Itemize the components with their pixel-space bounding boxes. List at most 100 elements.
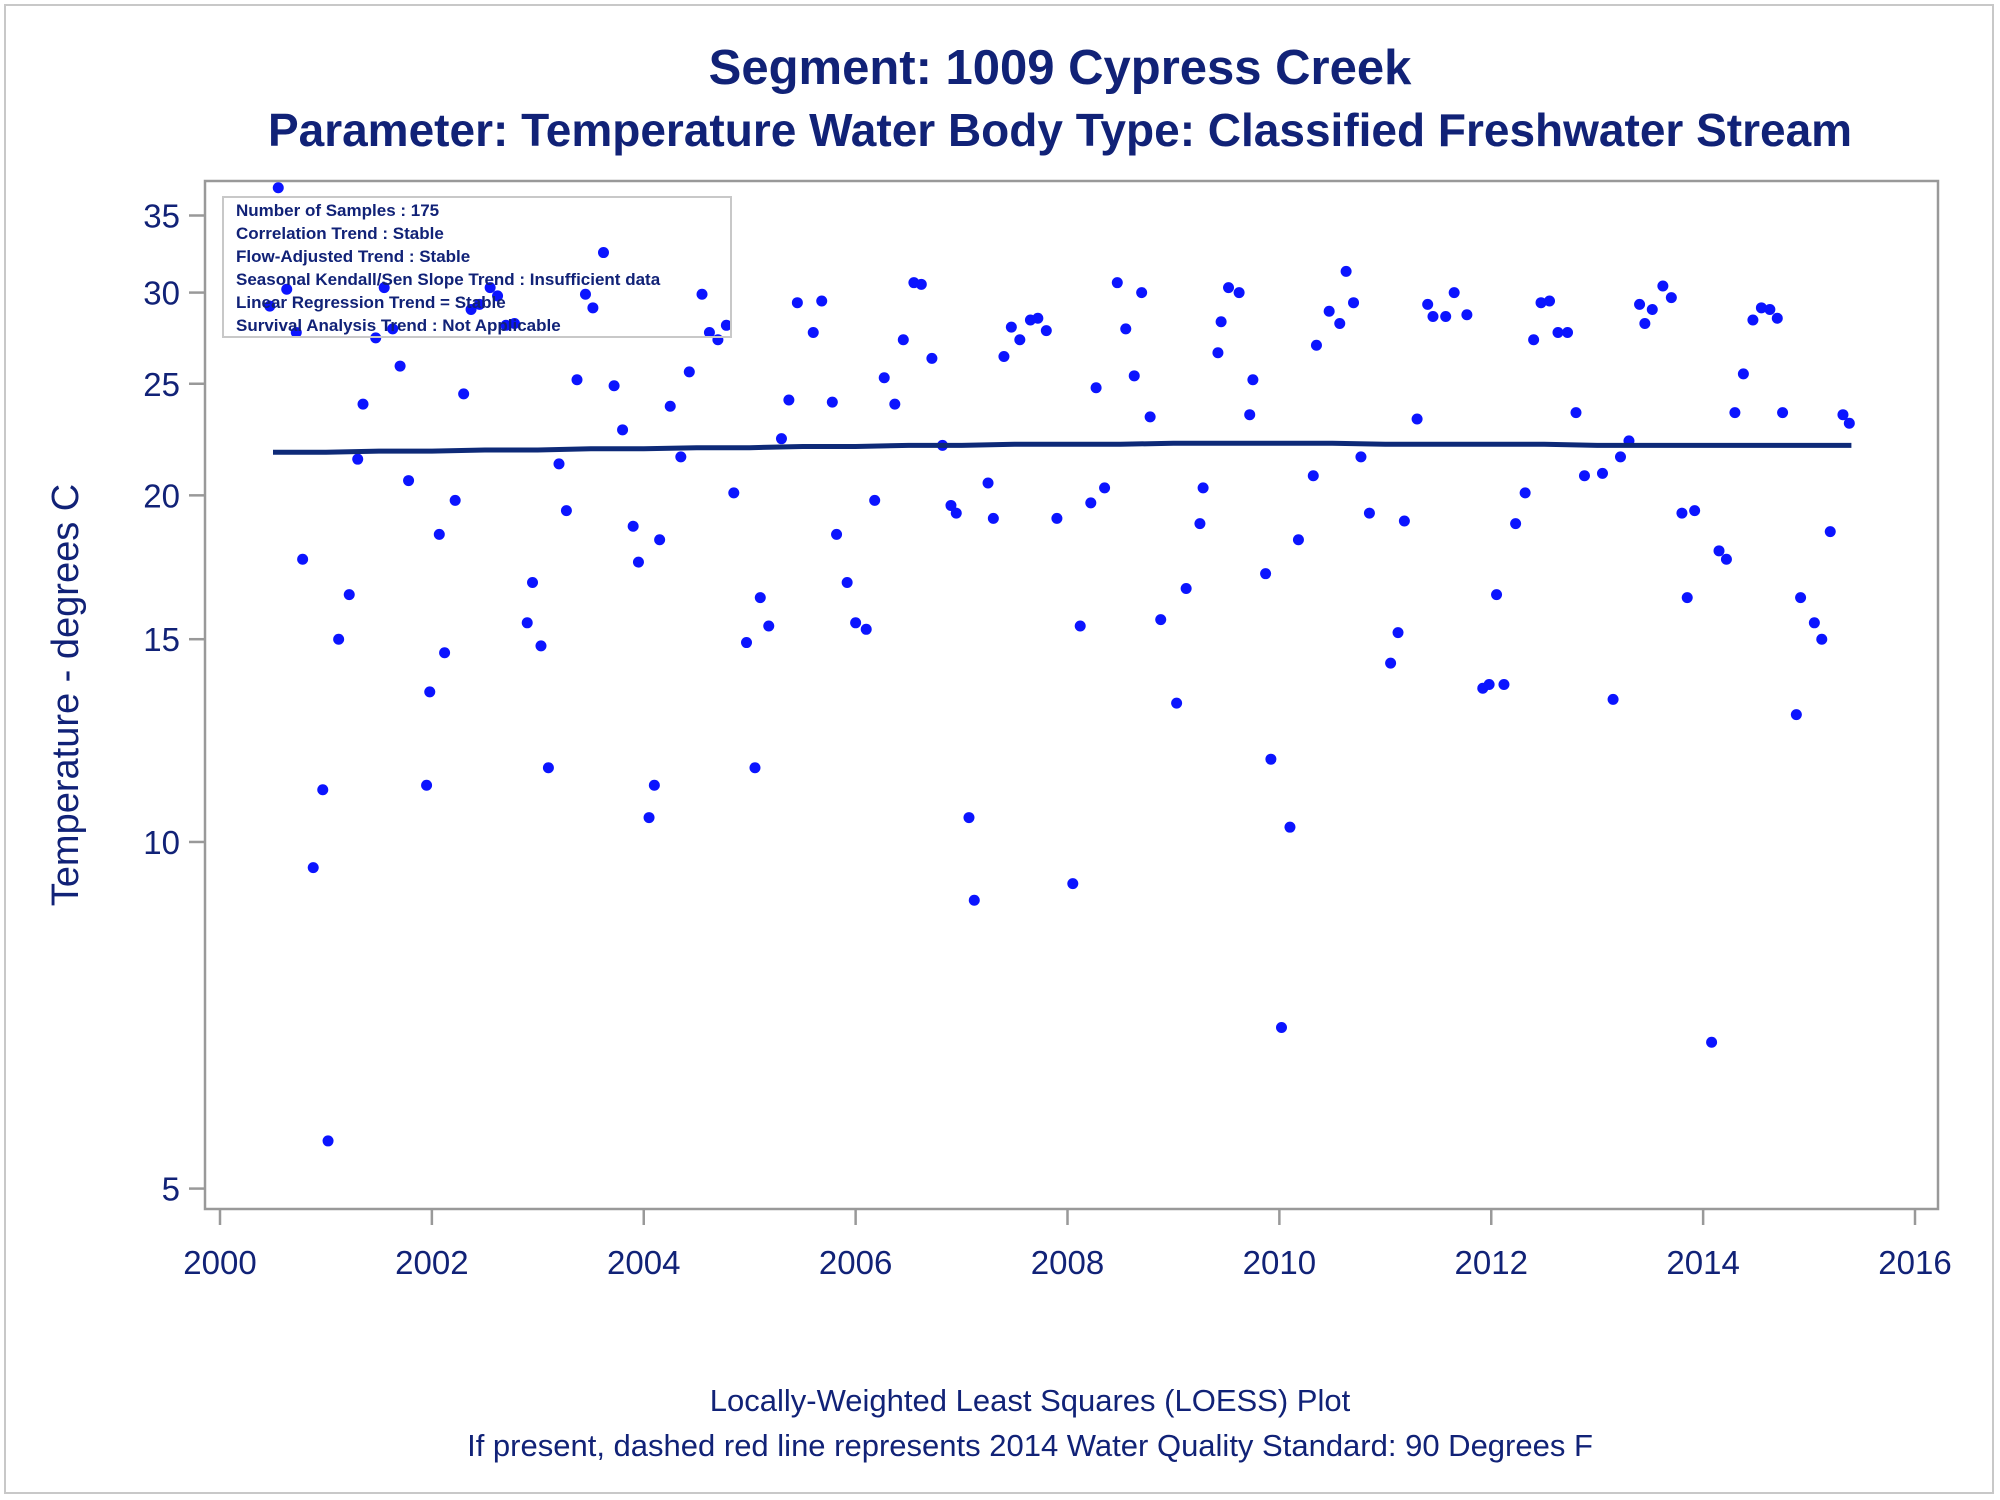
data-point <box>608 380 620 392</box>
data-point <box>484 282 496 294</box>
data-point <box>290 326 302 338</box>
x-tick-label: 2000 <box>183 1244 256 1281</box>
data-point <box>1729 407 1741 419</box>
data-point <box>869 494 881 506</box>
data-point <box>675 451 687 463</box>
data-point <box>1665 292 1677 304</box>
inset-border <box>222 196 732 338</box>
data-point <box>1491 589 1503 601</box>
data-point <box>297 553 309 565</box>
data-point <box>1614 451 1626 463</box>
data-point <box>317 784 329 796</box>
data-point <box>897 334 909 346</box>
data-point <box>500 319 512 331</box>
x-tick-label: 2014 <box>1666 1244 1739 1281</box>
data-point <box>654 534 666 546</box>
data-point <box>1824 526 1836 538</box>
data-point <box>878 372 890 384</box>
data-point <box>968 894 980 906</box>
data-point <box>627 520 639 532</box>
footnote-standard: If present, dashed red line represents 2… <box>467 1428 1593 1463</box>
footnote-loess: Locally-Weighted Least Squares (LOESS) P… <box>709 1383 1351 1418</box>
data-point <box>783 394 795 406</box>
data-point <box>387 323 399 335</box>
y-tick-label: 15 <box>143 621 180 658</box>
y-tick-label: 10 <box>143 824 180 861</box>
data-point <box>617 424 629 436</box>
data-point <box>632 556 644 568</box>
data-point <box>860 623 872 635</box>
data-point <box>950 507 962 519</box>
data-point <box>1260 568 1272 580</box>
data-point <box>1275 1022 1287 1034</box>
data-point <box>1510 518 1522 530</box>
data-point <box>1180 583 1192 595</box>
data-point <box>712 334 724 346</box>
data-point <box>352 453 364 465</box>
inset-line-flow-adjusted: Flow-Adjusted Trend : Stable <box>236 247 470 266</box>
data-point <box>527 577 539 589</box>
data-point <box>307 862 319 874</box>
data-point <box>1570 407 1582 419</box>
y-tick-label: 30 <box>143 275 180 312</box>
data-point <box>1323 305 1335 317</box>
data-point <box>1171 697 1183 709</box>
data-point <box>521 617 533 629</box>
data-point <box>754 592 766 604</box>
inset-line-linear-regression: Linear Regression Trend = Stable <box>236 293 506 312</box>
data-point <box>1657 280 1669 292</box>
data-point <box>509 318 521 330</box>
data-point <box>1194 518 1206 530</box>
data-point <box>1676 507 1688 519</box>
data-point <box>791 297 803 309</box>
chart-title: Segment: 1009 Cypress Creek <box>708 41 1412 95</box>
data-point <box>1085 497 1097 509</box>
data-point <box>1596 467 1608 479</box>
x-tick-label: 2008 <box>1031 1244 1104 1281</box>
data-point <box>1552 326 1564 338</box>
data-point <box>889 398 901 410</box>
data-point <box>1461 309 1473 321</box>
data-point <box>998 351 1010 363</box>
data-point <box>1155 614 1167 626</box>
data-point <box>1099 482 1111 494</box>
data-point <box>272 182 284 194</box>
data-point <box>1795 592 1807 604</box>
data-point <box>1562 326 1574 338</box>
data-point <box>703 326 715 338</box>
data-point <box>926 352 938 364</box>
data-point <box>1363 507 1375 519</box>
data-point <box>741 637 753 649</box>
data-point <box>1528 334 1540 346</box>
chart-subtitle: Parameter: Temperature Water Body Type: … <box>267 104 1853 156</box>
data-point <box>982 477 994 489</box>
data-point <box>553 458 565 470</box>
data-point <box>421 779 433 791</box>
data-point <box>826 396 838 408</box>
data-point <box>474 298 486 310</box>
data-point <box>1340 265 1352 277</box>
data-point <box>1111 277 1123 289</box>
data-point <box>987 512 999 524</box>
figure-frame <box>4 4 1994 1494</box>
y-axis-label: Temperature - degrees C <box>45 484 87 906</box>
data-point <box>1777 407 1789 419</box>
data-point <box>1032 312 1044 324</box>
data-point <box>1747 314 1759 326</box>
data-point <box>1247 374 1259 386</box>
inset-line-survival-analysis: Survival Analysis Trend : Not Applicable <box>236 316 561 335</box>
data-point <box>1639 318 1651 330</box>
data-point <box>1197 482 1209 494</box>
y-axis: 5 10 15 20 25 30 35 <box>143 198 205 1208</box>
x-tick-label: 2004 <box>607 1244 680 1281</box>
data-point <box>763 620 775 632</box>
data-point <box>1737 368 1749 380</box>
data-point <box>357 398 369 410</box>
data-point <box>1215 316 1227 328</box>
data-point <box>1040 325 1052 337</box>
data-point <box>648 779 660 791</box>
data-point <box>433 528 445 540</box>
data-point <box>1764 304 1776 316</box>
data-point <box>1440 310 1452 322</box>
data-point <box>560 505 572 517</box>
